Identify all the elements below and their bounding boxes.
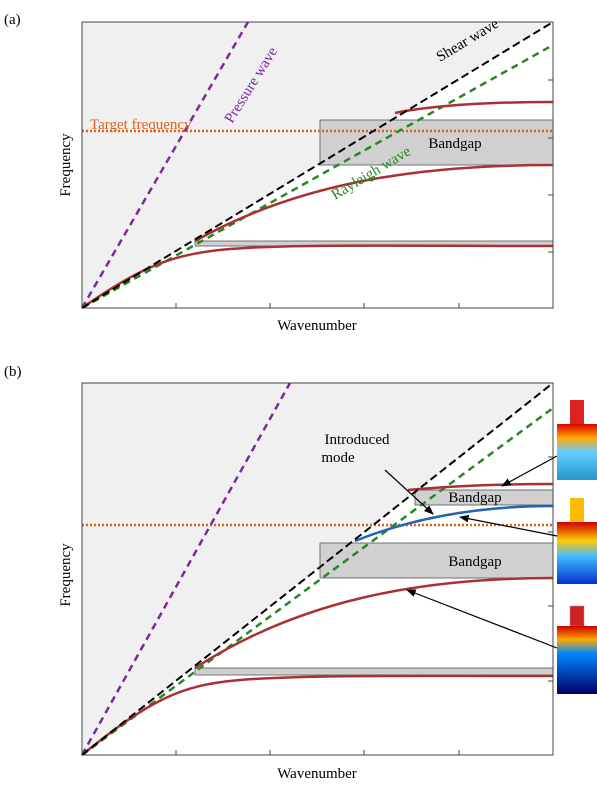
target-label: Target frequency — [90, 117, 192, 133]
x-axis-label: Wavenumber — [277, 766, 357, 782]
x-axis-label: Wavenumber — [277, 318, 357, 334]
panel-a: (a) Target frequency Pressure wave Shear… — [4, 12, 553, 334]
mode-shape — [570, 498, 584, 522]
figure: (a) Target frequency Pressure wave Shear… — [0, 0, 597, 785]
bandgap-label: Bandgap — [428, 136, 481, 152]
mode-shape — [557, 626, 597, 694]
arrow — [407, 590, 557, 648]
mode-shape — [570, 400, 584, 424]
bandgap — [195, 668, 553, 675]
bandgap-label: Bandgap — [448, 554, 501, 570]
bandgap-label: Bandgap — [448, 490, 501, 506]
introduced-label: mode — [321, 450, 355, 466]
mode-shape — [570, 606, 584, 626]
arrow — [502, 456, 557, 486]
mode-shape — [557, 424, 597, 480]
introduced-label: Introduced — [325, 432, 390, 448]
bandgap — [320, 543, 553, 578]
y-axis-label: Frequency — [58, 133, 74, 197]
branch — [395, 102, 553, 113]
panel-label: (b) — [4, 364, 22, 380]
panel-b: (b) Introduced mode Bandgap Bandgap Freq… — [4, 364, 597, 782]
mode-shape — [557, 522, 597, 584]
panel-label: (a) — [4, 12, 21, 28]
y-axis-label: Frequency — [58, 543, 74, 607]
arrow — [460, 517, 557, 536]
